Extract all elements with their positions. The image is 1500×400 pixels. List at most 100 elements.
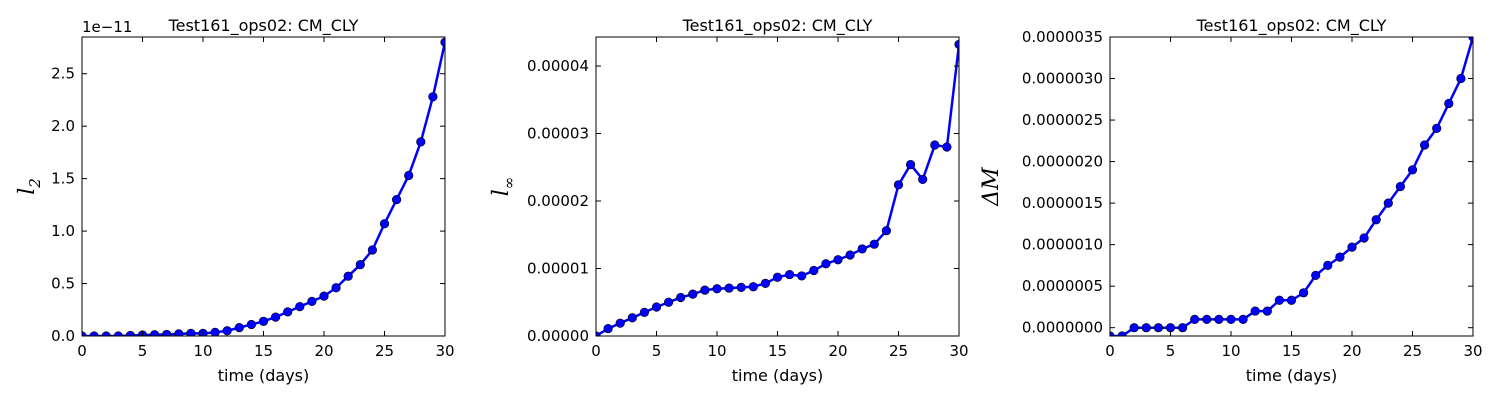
data-point xyxy=(809,265,819,276)
data-point xyxy=(1153,323,1163,333)
data-point xyxy=(1117,331,1127,336)
y-tick-label: 1.0 xyxy=(51,222,75,240)
data-point xyxy=(1262,306,1272,316)
data-point xyxy=(1190,314,1200,324)
data-point xyxy=(113,331,123,336)
x-tick-label: 5 xyxy=(1166,342,1176,360)
data-point xyxy=(736,282,746,293)
data-point xyxy=(319,291,329,301)
x-tick-label: 30 xyxy=(435,342,454,360)
x-tick-label: 25 xyxy=(1403,342,1422,360)
x-tick-label: 0 xyxy=(77,342,87,360)
data-point xyxy=(1298,288,1309,298)
x-tick-label: 20 xyxy=(828,342,847,360)
x-tick-label: 25 xyxy=(889,342,908,360)
data-point xyxy=(1419,140,1430,150)
data-point xyxy=(1202,314,1212,324)
data-point xyxy=(905,159,916,170)
y-tick-label: 1.5 xyxy=(51,170,75,188)
y-tick-label: 0.0 xyxy=(51,327,75,345)
data-point xyxy=(1335,252,1345,262)
y-tick-label: 0.0000005 xyxy=(1022,277,1103,295)
x-axis-label: time (days) xyxy=(732,366,823,385)
data-point xyxy=(724,283,734,293)
data-point xyxy=(186,328,196,336)
x-tick-label: 5 xyxy=(652,342,662,360)
data-point xyxy=(700,285,710,295)
y-tick-label: 0.0000030 xyxy=(1022,70,1103,88)
data-point xyxy=(627,313,637,323)
data-point xyxy=(663,297,674,307)
x-axis-label: time (days) xyxy=(1246,366,1337,385)
y-tick-label: 0.00001 xyxy=(527,260,589,278)
x-axis-label: time (days) xyxy=(218,366,309,385)
chart-panel-2: 0 5 10 15 20 25 30 0.00000 0.00001 0.00002 0.00003… xyxy=(489,16,969,385)
data-point xyxy=(416,137,426,147)
data-point xyxy=(930,140,940,150)
y-tick-label: 2.0 xyxy=(51,117,75,135)
data-point xyxy=(651,302,662,312)
data-point xyxy=(258,316,269,326)
y-tick-label: 0.0000000 xyxy=(1022,319,1103,337)
data-point xyxy=(942,142,952,152)
y-offset-multiplier: 1e−11 xyxy=(82,18,132,36)
data-point xyxy=(101,331,111,336)
chart-panel-3: 0 5 10 15 20 25 30 0.0000000 0.0000005 0.0000010 0… xyxy=(979,16,1483,385)
y-tick-label: 0.00003 xyxy=(527,125,589,143)
y-tick-label: 0.0000025 xyxy=(1022,111,1103,129)
data-point xyxy=(271,312,281,322)
data-point xyxy=(676,292,686,303)
x-tick-label: 15 xyxy=(1282,342,1301,360)
data-point xyxy=(748,282,758,292)
data-point xyxy=(1226,314,1236,324)
data-point xyxy=(1444,98,1454,109)
y-tick-label: 0.0000020 xyxy=(1022,153,1103,171)
data-point xyxy=(1250,306,1260,316)
series-line xyxy=(82,41,445,336)
data-point xyxy=(1347,242,1357,252)
x-tick-label: 15 xyxy=(768,342,787,360)
y-tick-label: 0.5 xyxy=(51,275,75,293)
data-point xyxy=(331,283,341,293)
data-point xyxy=(845,250,855,260)
plot-frame xyxy=(595,36,960,337)
data-point xyxy=(392,195,402,205)
data-point xyxy=(367,245,378,255)
data-point xyxy=(1238,314,1248,324)
data-point xyxy=(1383,198,1393,208)
y-axis-label-subscript: ∞ xyxy=(500,177,518,190)
data-point xyxy=(760,278,771,288)
data-point xyxy=(772,272,783,282)
y-axis-label-subscript: 2 xyxy=(26,178,44,189)
x-tick-label: 0 xyxy=(591,342,601,360)
series-group xyxy=(1110,37,1473,336)
x-tick-label: 10 xyxy=(193,342,212,360)
data-point xyxy=(1371,215,1381,225)
data-point xyxy=(125,330,135,336)
data-point xyxy=(428,92,438,102)
data-point xyxy=(857,244,867,254)
data-point xyxy=(1129,323,1139,333)
data-point xyxy=(343,271,353,281)
y-tick-label: 0.0000015 xyxy=(1022,194,1103,212)
data-point xyxy=(1141,323,1151,333)
chart-title: Test161_ops02: CM_CLY xyxy=(1196,16,1387,36)
data-point xyxy=(440,37,445,47)
data-point xyxy=(1323,260,1333,271)
chart-panel-1: 0 5 10 15 20 25 30 0.0 0.5 1.0 1.5 2.0 2.5 Test161_op… xyxy=(15,16,455,385)
data-point xyxy=(1110,331,1115,336)
data-point xyxy=(379,219,390,229)
data-point xyxy=(639,307,650,317)
y-axis-label: l∞ xyxy=(489,177,518,197)
data-point xyxy=(1214,314,1224,324)
data-point xyxy=(893,180,904,190)
data-point xyxy=(150,330,160,336)
data-point xyxy=(603,323,613,334)
data-point xyxy=(295,302,305,312)
y-axis-label: l2 xyxy=(15,178,44,195)
data-point xyxy=(210,327,220,336)
data-point xyxy=(688,289,698,299)
plot-frame xyxy=(81,36,446,337)
y-tick-label: 0.00000 xyxy=(527,327,589,345)
